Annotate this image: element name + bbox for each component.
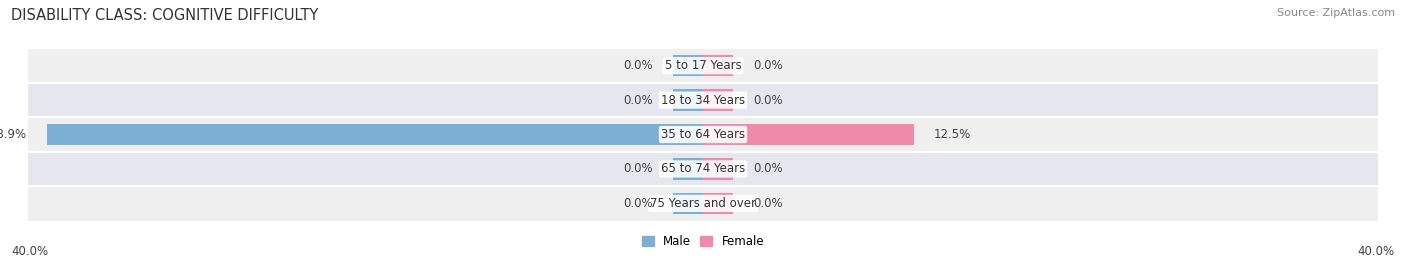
Text: 0.0%: 0.0%: [623, 94, 652, 107]
Bar: [672, 158, 703, 180]
Bar: [672, 89, 703, 111]
Text: 75 Years and over: 75 Years and over: [650, 197, 756, 210]
Text: DISABILITY CLASS: COGNITIVE DIFFICULTY: DISABILITY CLASS: COGNITIVE DIFFICULTY: [11, 8, 319, 23]
Text: 0.0%: 0.0%: [623, 59, 652, 72]
Bar: [703, 158, 734, 180]
Text: 0.0%: 0.0%: [623, 197, 652, 210]
Text: 65 to 74 Years: 65 to 74 Years: [661, 162, 745, 175]
Bar: [28, 152, 1378, 186]
Bar: [672, 193, 703, 214]
Bar: [28, 48, 1378, 83]
Bar: [703, 89, 734, 111]
Legend: Male, Female: Male, Female: [637, 230, 769, 253]
Text: 0.0%: 0.0%: [754, 59, 783, 72]
Text: 40.0%: 40.0%: [11, 245, 48, 258]
Text: 0.0%: 0.0%: [623, 162, 652, 175]
Text: 0.0%: 0.0%: [754, 94, 783, 107]
Text: 18 to 34 Years: 18 to 34 Years: [661, 94, 745, 107]
Text: 38.9%: 38.9%: [0, 128, 27, 141]
Bar: [703, 193, 734, 214]
Text: 0.0%: 0.0%: [754, 162, 783, 175]
Bar: [28, 186, 1378, 221]
Bar: [28, 117, 1378, 152]
Bar: [703, 124, 914, 145]
Bar: [46, 124, 703, 145]
Text: 40.0%: 40.0%: [1358, 245, 1395, 258]
Text: 35 to 64 Years: 35 to 64 Years: [661, 128, 745, 141]
Text: 5 to 17 Years: 5 to 17 Years: [665, 59, 741, 72]
Bar: [672, 55, 703, 76]
Bar: [703, 55, 734, 76]
Text: 0.0%: 0.0%: [754, 197, 783, 210]
Bar: [28, 83, 1378, 117]
Text: Source: ZipAtlas.com: Source: ZipAtlas.com: [1277, 8, 1395, 18]
Text: 12.5%: 12.5%: [934, 128, 972, 141]
